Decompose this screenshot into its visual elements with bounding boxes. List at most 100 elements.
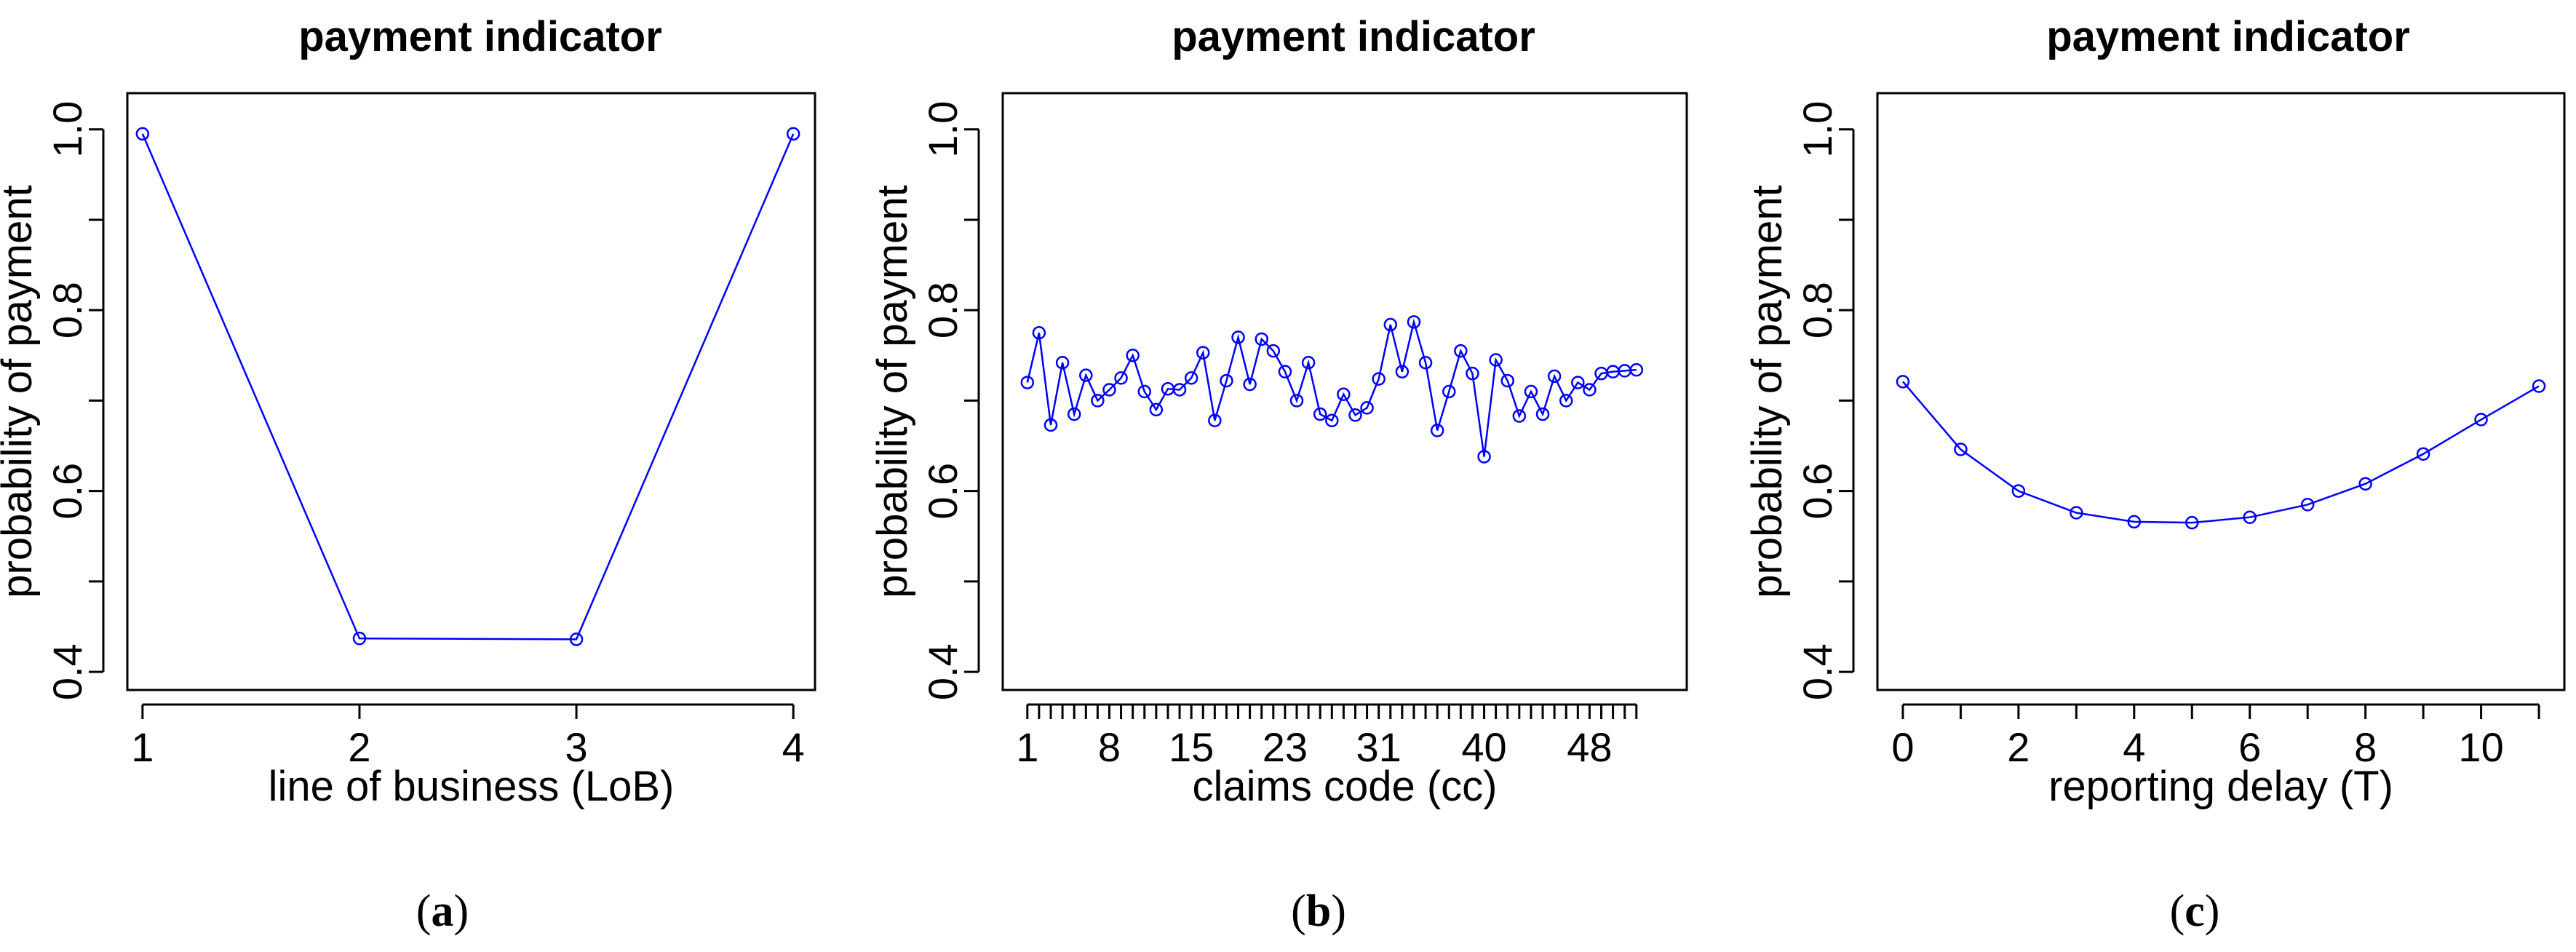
y-tick-label: 0.6: [44, 463, 90, 520]
panel-caption: (c): [2170, 886, 2220, 936]
data-point: [1407, 315, 1421, 329]
data-point: [2243, 510, 2257, 524]
x-tick-label: 23: [1263, 724, 1308, 770]
data-point: [1243, 377, 1257, 392]
x-tick-label: 4: [782, 724, 805, 770]
data-point: [1055, 355, 1070, 370]
y-axis-label: probability of payment: [869, 185, 916, 598]
y-axis-label: probability of payment: [1744, 185, 1791, 598]
data-point: [1325, 413, 1339, 428]
panel-caption: (b): [1291, 886, 1346, 936]
data-point: [1172, 383, 1187, 397]
data-point: [1372, 372, 1386, 386]
data-point: [1500, 373, 1514, 388]
chart-title: payment indicator: [1172, 13, 1535, 60]
data-point: [1418, 355, 1433, 370]
data-point: [1137, 384, 1152, 399]
panel-caption-letter: a: [432, 886, 454, 936]
data-point: [1126, 349, 1140, 362]
y-tick-label: 1.0: [44, 101, 90, 158]
data-point: [1477, 450, 1491, 464]
data-point: [1360, 401, 1374, 415]
data-point: [1208, 413, 1222, 428]
data-point: [786, 127, 800, 141]
data-point: [1337, 387, 1351, 401]
data-point: [1301, 355, 1316, 370]
data-point: [2011, 484, 2026, 498]
x-tick-label: 10: [2458, 724, 2503, 770]
x-tick-label: 8: [1098, 724, 1121, 770]
x-tick-label: 15: [1169, 724, 1214, 770]
data-point: [1583, 383, 1597, 397]
x-tick-label: 1: [1016, 724, 1038, 770]
data-point: [2127, 515, 2142, 529]
y-tick-label: 0.4: [44, 643, 90, 700]
chart-panel-c: payment indicator 0.4 0.6 0.8 1.0probability…: [1744, 13, 2566, 936]
data-point: [1091, 394, 1105, 408]
data-point: [1571, 376, 1585, 389]
data-point: [1032, 325, 1046, 340]
data-point: [1430, 424, 1444, 437]
chart-title: payment indicator: [298, 13, 662, 60]
data-point: [1535, 407, 1550, 421]
x-axis-label: line of business (LoB): [269, 763, 675, 810]
x-tick-label: 4: [2123, 724, 2145, 770]
x-axis-label: claims code (cc): [1193, 763, 1498, 810]
data-point: [1896, 375, 1910, 389]
data-point: [2416, 447, 2430, 461]
data-point: [2474, 413, 2488, 427]
data-point: [1629, 362, 1644, 377]
data-point: [1524, 384, 1538, 399]
panel-caption-letter: b: [1306, 886, 1331, 936]
data-point: [1489, 353, 1503, 367]
data-point: [352, 631, 367, 646]
data-point: [1020, 376, 1035, 389]
data-point: [2300, 498, 2315, 512]
data-point: [1114, 371, 1128, 385]
data-point: [1079, 368, 1093, 382]
x-tick-label: 31: [1356, 724, 1402, 770]
x-tick-label: 1: [131, 724, 154, 770]
data-point: [1383, 317, 1398, 332]
chart-panel-a: payment indicator 0.4 0.6 0.8 1.0probability…: [0, 13, 816, 936]
y-tick-label: 0.8: [44, 282, 90, 338]
panel-caption: (a): [416, 886, 469, 936]
y-axis-label: probability of payment: [0, 185, 41, 598]
data-point: [1559, 394, 1573, 408]
data-point: [1266, 344, 1281, 358]
data-point: [1196, 346, 1210, 360]
data-point: [1954, 443, 1968, 456]
x-tick-label: 48: [1567, 724, 1612, 770]
plot-frame: [1001, 92, 1688, 691]
data-point: [1184, 371, 1198, 385]
data-point: [2532, 379, 2546, 393]
data-point: [2070, 506, 2083, 520]
plot-frame: [1876, 92, 2566, 691]
y-tick-label: 1.0: [1794, 101, 1840, 158]
data-point: [1395, 365, 1410, 378]
data-point: [1043, 418, 1058, 432]
data-point: [1442, 384, 1456, 399]
x-tick-label: 2: [2007, 724, 2030, 770]
x-axis-label: reporting delay (T): [2048, 763, 2393, 810]
x-tick-label: 6: [2238, 724, 2261, 770]
data-point: [1149, 402, 1164, 417]
y-tick-label: 0.8: [1794, 282, 1840, 338]
series-line: [1026, 318, 1637, 457]
panel-caption-letter: c: [2185, 886, 2205, 936]
data-point: [1313, 407, 1327, 421]
data-point: [1466, 366, 1479, 381]
data-point: [1255, 332, 1268, 346]
x-tick-label: 8: [2354, 724, 2377, 770]
data-point: [1289, 394, 1304, 408]
y-tick-label: 0.6: [1794, 463, 1840, 520]
data-point: [569, 632, 584, 646]
y-tick-label: 0.8: [920, 282, 966, 338]
x-tick-label: 40: [1461, 724, 1506, 770]
data-point: [2185, 515, 2199, 530]
data-point: [1512, 409, 1527, 423]
y-tick-label: 0.4: [1794, 643, 1840, 700]
data-point: [1220, 373, 1233, 388]
x-tick-label: 0: [1891, 724, 1914, 770]
y-tick-label: 1.0: [920, 101, 966, 158]
